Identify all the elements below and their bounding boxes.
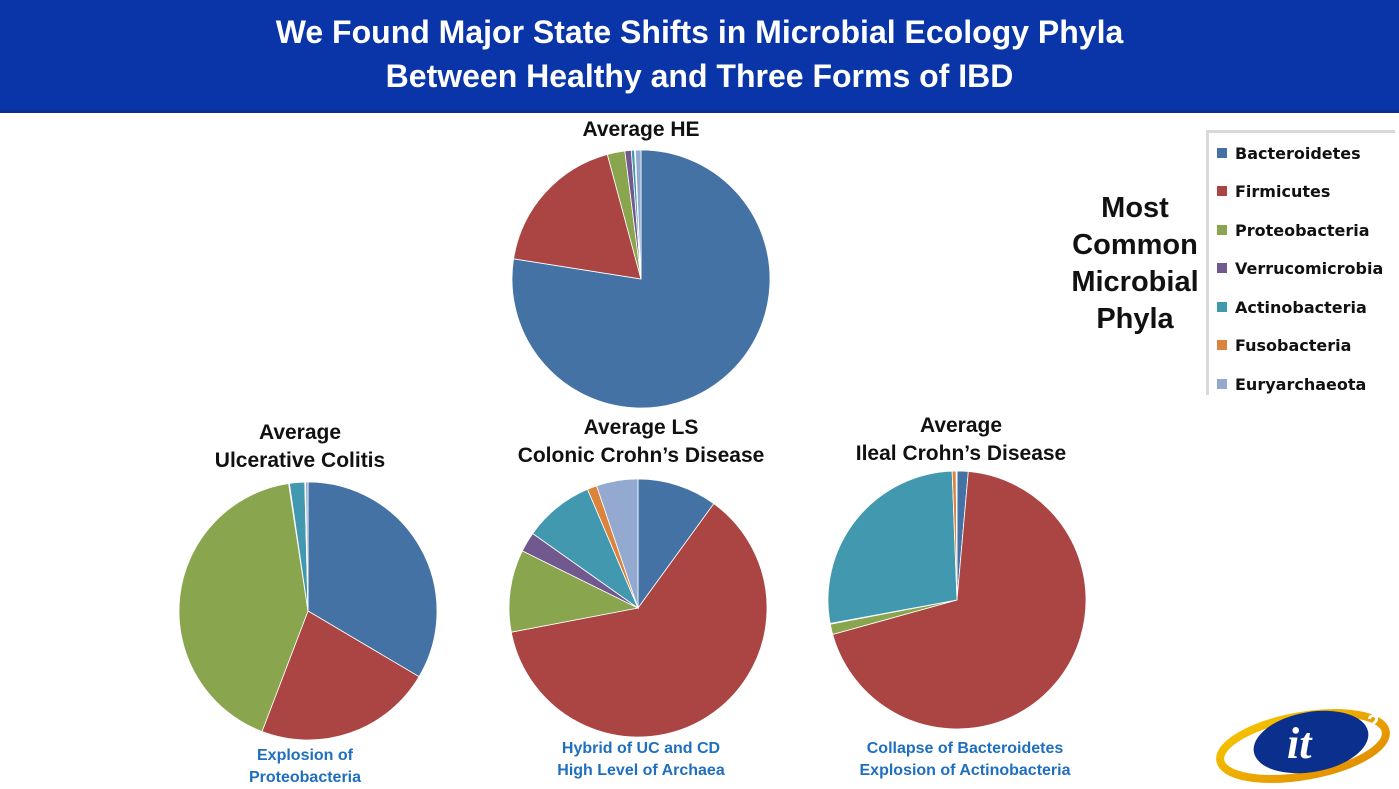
phyla-heading-line-2: Common (1072, 229, 1198, 261)
phyla-heading-line-4: Phyla (1096, 303, 1174, 335)
pie-slice-firmicutes (510, 503, 768, 738)
caption-ls-line-1: Hybrid of UC and CD (561, 740, 721, 757)
pie-slice-actinobacteria (827, 470, 958, 624)
logo-disc (1253, 710, 1369, 774)
pie-slice-euryarchaeota (596, 478, 639, 609)
legend-label: Proteobacteria (1235, 220, 1370, 240)
pie-title-he: Average HE (541, 116, 741, 144)
pie-slice-firmicutes (513, 153, 642, 280)
caption-ic-line-1: Collapse of Bacteroidetes (866, 740, 1064, 757)
caption-uc-line-1: Explosion of (257, 747, 353, 764)
caption-uc-line-2: Proteobacteria (248, 769, 362, 786)
pie-chart-ic (827, 470, 1087, 730)
pie-chart-uc (178, 481, 438, 741)
pie-slice-euryarchaeota (634, 149, 642, 280)
pie-title-uc-line-2: Ulcerative Colitis (214, 449, 386, 472)
logo-superscript: 2 (1367, 710, 1379, 735)
pie-slice-euryarchaeota (305, 481, 309, 612)
legend-item-firmicutes: Firmicutes (1217, 179, 1330, 203)
legend-label: Bacteroidetes (1235, 143, 1361, 163)
page-title-line-1: We Found Major State Shifts in Microbial… (275, 14, 1124, 50)
legend-swatch (1217, 186, 1227, 196)
legend-item-verrucomicrobia: Verrucomicrobia (1217, 256, 1383, 280)
legend-swatch (1217, 340, 1227, 350)
legend-label: Actinobacteria (1235, 297, 1367, 317)
caption-ls: Hybrid of UC and CD High Level of Archae… (511, 738, 771, 782)
legend-swatch (1217, 148, 1227, 158)
caption-uc: Explosion of Proteobacteria (195, 745, 415, 789)
legend-swatch (1217, 379, 1227, 389)
caption-ic-line-2: Explosion of Actinobacteria (859, 762, 1071, 779)
pie-title-ls-line-2: Colonic Crohn’s Disease (517, 444, 765, 467)
pie-title-uc-line-1: Average (258, 421, 342, 444)
legend-item-proteobacteria: Proteobacteria (1217, 218, 1370, 242)
legend-label: Euryarchaeota (1235, 374, 1367, 394)
pie-slice-proteobacteria (178, 483, 309, 733)
pie-title-ic-line-2: Ileal Crohn’s Disease (855, 442, 1067, 465)
legend-swatch (1217, 302, 1227, 312)
legend: Bacteroidetes Firmicutes Proteobacteria … (1206, 130, 1395, 395)
legend-item-fusobacteria: Fusobacteria (1217, 333, 1351, 357)
pie-slice-firmicutes (832, 471, 1087, 730)
pie-title-uc: Average Ulcerative Colitis (175, 419, 425, 475)
pie-title-he-line-1: Average HE (582, 118, 700, 141)
caption-ic: Collapse of Bacteroidetes Explosion of A… (825, 738, 1105, 782)
pie-title-ic: Average Ileal Crohn’s Disease (811, 412, 1111, 468)
phyla-heading-line-3: Microbial (1071, 266, 1199, 298)
phyla-heading-line-1: Most (1101, 192, 1169, 224)
logo-text: it (1287, 719, 1313, 768)
legend-item-actinobacteria: Actinobacteria (1217, 295, 1367, 319)
pie-title-ic-line-1: Average (919, 414, 1003, 437)
legend-label: Verrucomicrobia (1235, 258, 1384, 278)
pie-slice-bacteroidetes (637, 478, 715, 610)
pie-slice-firmicutes (261, 610, 420, 741)
caption-ls-line-2: High Level of Archaea (557, 762, 725, 779)
pie-title-ls: Average LS Colonic Crohn’s Disease (486, 414, 796, 470)
phyla-heading: Most Common Microbial Phyla (1040, 190, 1230, 338)
pie-chart-ls (508, 478, 768, 738)
pie-slice-bacteroidetes (307, 481, 438, 678)
title-banner: We Found Major State Shifts in Microbial… (0, 0, 1399, 113)
pie-title-ls-line-1: Average LS (583, 416, 699, 439)
legend-swatch (1217, 225, 1227, 235)
page-title-line-2: Between Healthy and Three Forms of IBD (385, 58, 1014, 94)
legend-swatch (1217, 263, 1227, 273)
legend-label: Firmicutes (1235, 181, 1331, 201)
pie-slice-bacteroidetes (511, 149, 771, 409)
pie-slice-proteobacteria (508, 550, 640, 633)
legend-item-bacteroidetes: Bacteroidetes (1217, 141, 1361, 165)
pie-chart-he (511, 149, 771, 409)
legend-label: Fusobacteria (1235, 335, 1352, 355)
pie-slice-euryarchaeota (955, 470, 958, 601)
it2-logo: it 2 (1216, 709, 1390, 783)
legend-item-euryarchaeota: Euryarchaeota (1217, 372, 1366, 396)
